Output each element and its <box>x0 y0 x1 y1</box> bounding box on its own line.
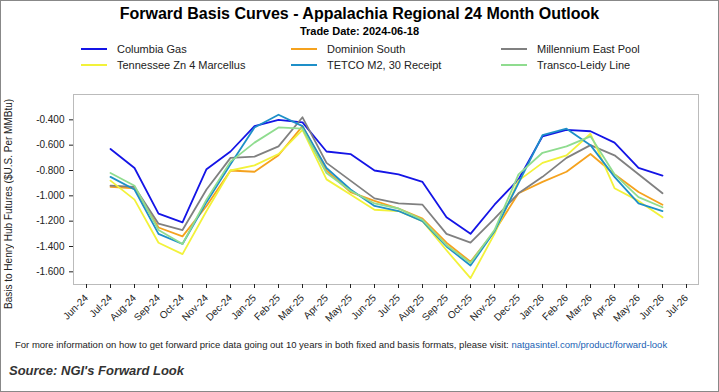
svg-text:Nov-24: Nov-24 <box>179 292 211 323</box>
html-text:Columbia Gas: Columbia Gas <box>117 43 187 55</box>
html-text:Dominion South: Dominion South <box>327 43 406 55</box>
svg-text:Sep-25: Sep-25 <box>420 292 451 323</box>
svg-text:Feb-25: Feb-25 <box>252 292 283 323</box>
html-text:Source: NGI's Forward Look: Source: NGI's Forward Look <box>9 363 184 378</box>
html-text:Forward Basis Curves - Appalac: Forward Basis Curves - Appalachia Region… <box>119 5 600 22</box>
svg-text:Oct-25: Oct-25 <box>445 292 475 322</box>
svg-text:Jul-25: Jul-25 <box>375 292 403 320</box>
svg-text:-1.200: -1.200 <box>36 215 65 226</box>
html-text:Transco-Leidy Line: Transco-Leidy Line <box>537 59 631 71</box>
svg-text:Aug-25: Aug-25 <box>395 292 427 323</box>
html-text:Trade Date: 2024-06-18: Trade Date: 2024-06-18 <box>299 25 420 37</box>
svg-text:Oct-24: Oct-24 <box>157 292 187 322</box>
svg-text:May-25: May-25 <box>323 292 355 324</box>
svg-text:-0.800: -0.800 <box>36 165 65 176</box>
svg-text:-0.600: -0.600 <box>36 139 65 150</box>
svg-text:Jan-25: Jan-25 <box>228 292 259 322</box>
svg-text:Jun-26: Jun-26 <box>637 292 667 322</box>
svg-text:Apr-26: Apr-26 <box>589 292 619 322</box>
svg-text:Apr-25: Apr-25 <box>301 292 331 322</box>
svg-text:May-26: May-26 <box>611 292 643 324</box>
html-text:TETCO M2, 30 Receipt: TETCO M2, 30 Receipt <box>327 59 442 71</box>
html-text:Basis to Henry Hub Futures ($U: Basis to Henry Hub Futures ($U.S. Per MM… <box>3 99 14 309</box>
svg-text:Nov-25: Nov-25 <box>467 292 499 323</box>
html-text:Tennessee Zn 4 Marcellus: Tennessee Zn 4 Marcellus <box>117 59 246 71</box>
svg-text:-1.600: -1.600 <box>36 266 65 277</box>
svg-text:Jul-24: Jul-24 <box>87 292 115 320</box>
html-text:Millennium East Pool: Millennium East Pool <box>537 43 640 55</box>
svg-text:Dec-24: Dec-24 <box>204 292 235 323</box>
svg-text:Aug-24: Aug-24 <box>107 292 139 323</box>
svg-text:Feb-26: Feb-26 <box>540 292 571 323</box>
svg-text:Mar-25: Mar-25 <box>276 292 306 322</box>
svg-text:Jun-24: Jun-24 <box>61 292 91 322</box>
svg-text:Jan-26: Jan-26 <box>516 292 547 322</box>
svg-text:-1.400: -1.400 <box>36 241 65 252</box>
svg-text:Mar-26: Mar-26 <box>564 292 594 322</box>
svg-text:-0.400: -0.400 <box>36 114 65 125</box>
svg-text:Jun-25: Jun-25 <box>349 292 379 322</box>
svg-text:Jul-26: Jul-26 <box>663 292 690 319</box>
svg-text:Dec-25: Dec-25 <box>492 292 523 323</box>
svg-text:Sep-24: Sep-24 <box>132 292 163 323</box>
html-text:For more information on how to: For more information on how to get forwa… <box>15 339 668 350</box>
svg-text:-1.000: -1.000 <box>36 190 65 201</box>
